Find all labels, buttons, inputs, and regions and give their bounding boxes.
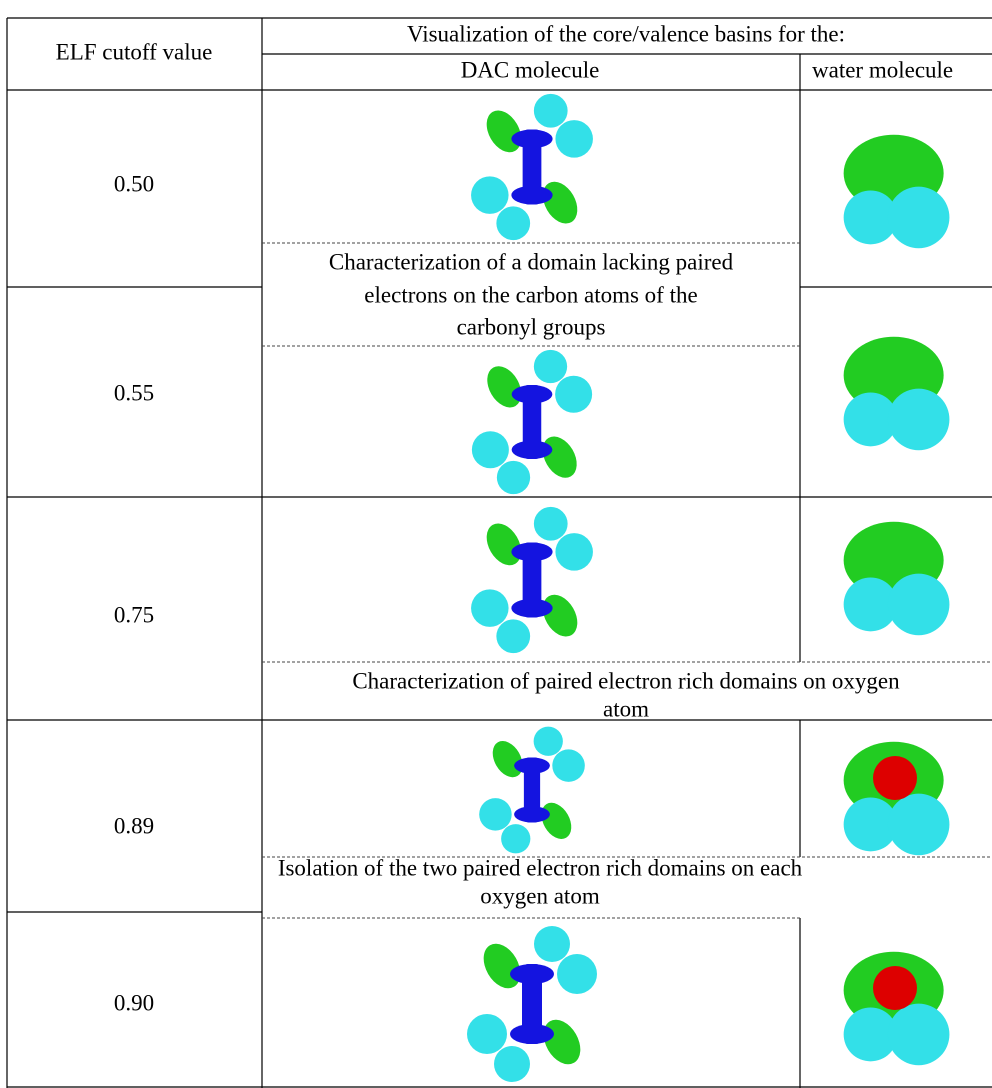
molecule-images xyxy=(467,94,949,1082)
cutoff-value: 0.89 xyxy=(114,813,154,838)
note-line: atom xyxy=(603,696,649,721)
cutoff-value: 0.50 xyxy=(114,171,154,196)
note-line: oxygen atom xyxy=(480,883,600,908)
note-line: Characterization of a domain lacking pai… xyxy=(329,249,734,274)
cutoff-value: 0.55 xyxy=(114,380,154,405)
header-water: water molecule xyxy=(812,57,953,82)
header-group: Visualization of the core/valence basins… xyxy=(407,21,845,46)
cutoff-value: 0.90 xyxy=(114,990,154,1015)
note-line: electrons on the carbon atoms of the xyxy=(364,282,697,307)
header-dac: DAC molecule xyxy=(461,57,600,82)
cutoff-value: 0.75 xyxy=(114,602,154,627)
header-cutoff: ELF cutoff value xyxy=(56,39,213,64)
table-page: ELF cutoff value Visualization of the co… xyxy=(0,0,992,1088)
note-line: carbonyl groups xyxy=(457,314,606,339)
note-line: Characterization of paired electron rich… xyxy=(352,668,900,693)
note-line: Isolation of the two paired electron ric… xyxy=(278,855,803,880)
